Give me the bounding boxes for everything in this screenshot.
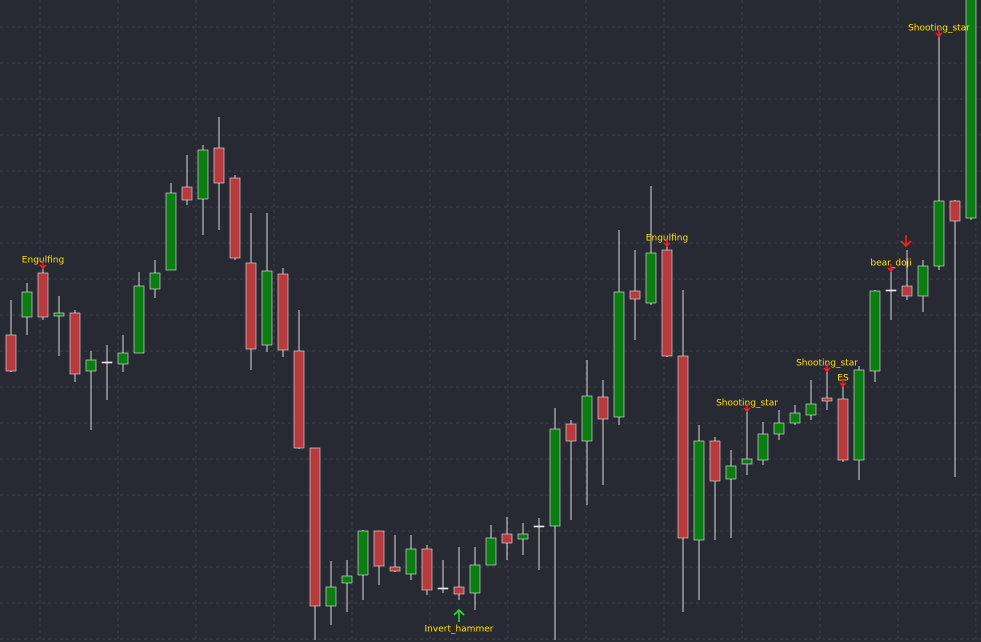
- candle-body: [325, 586, 337, 607]
- candle-body: [645, 252, 657, 304]
- candle-body: [677, 355, 689, 539]
- candle-body: [789, 412, 801, 424]
- pattern-arrow: [935, 29, 943, 37]
- candle-body: [229, 177, 241, 259]
- candle-body: [197, 149, 209, 200]
- candle-body: [757, 433, 769, 461]
- candle-body: [437, 587, 449, 590]
- candle-body: [709, 440, 721, 482]
- candle-body: [85, 359, 97, 372]
- candle-body: [965, 0, 977, 219]
- signal-arrow: [900, 235, 912, 248]
- pattern-arrow: [743, 404, 751, 412]
- candle-body: [613, 291, 625, 418]
- pattern-label: Engulfing: [22, 256, 64, 266]
- candle-body: [821, 397, 833, 402]
- candle-body: [261, 270, 273, 346]
- candle-body: [629, 290, 641, 300]
- pattern-label: Shooting_star: [908, 24, 970, 34]
- candle-body: [837, 398, 849, 461]
- pattern-label: Shooting_star: [716, 399, 778, 409]
- pattern-arrow: [839, 379, 847, 387]
- annotations: Engulfing Invert_hammer Engulfing Shooting_…: [22, 24, 970, 635]
- pattern-label: Invert_hammer: [425, 625, 494, 635]
- candle-body: [277, 273, 289, 351]
- candles: [5, 0, 977, 640]
- candle-body: [341, 575, 353, 584]
- candle-body: [805, 403, 817, 416]
- pattern-arrow: [823, 364, 831, 372]
- candle-body: [149, 272, 161, 290]
- candle-body: [549, 428, 561, 527]
- candle-body: [933, 200, 945, 267]
- candle-body: [69, 312, 81, 375]
- candle-body: [469, 564, 481, 594]
- pattern-arrow: [887, 264, 895, 272]
- candle-body: [581, 395, 593, 442]
- pattern-label: Shooting_star: [796, 359, 858, 369]
- candle-body: [869, 290, 881, 372]
- candle-body: [213, 147, 225, 184]
- candle-body: [165, 192, 177, 271]
- candle-body: [37, 272, 49, 318]
- candle-body: [661, 249, 673, 357]
- candle-body: [389, 566, 401, 572]
- pattern-arrow: [453, 608, 465, 622]
- pattern-arrow: [39, 261, 47, 269]
- candle-body: [501, 533, 513, 544]
- candle-body: [101, 361, 113, 364]
- candle-body: [309, 447, 321, 607]
- pattern-label: bear_doji: [870, 259, 911, 269]
- candle-body: [405, 548, 417, 575]
- candle-body: [21, 291, 33, 318]
- candle-body: [949, 200, 961, 222]
- candle-body: [421, 548, 433, 591]
- candle-body: [357, 530, 369, 576]
- candle-body: [741, 458, 753, 465]
- candle-body: [517, 533, 529, 540]
- candle-body: [293, 350, 305, 449]
- pattern-label: Engulfing: [646, 234, 688, 244]
- pattern-label: ES: [837, 374, 849, 384]
- candle-body: [373, 530, 385, 567]
- candle-body: [181, 186, 193, 201]
- candle-body: [533, 525, 545, 528]
- candle-body: [725, 465, 737, 480]
- candle-body: [901, 285, 913, 297]
- candle-body: [117, 352, 129, 365]
- candle-body: [917, 265, 929, 297]
- candle-body: [693, 440, 705, 541]
- candle-body: [853, 369, 865, 461]
- candle-body: [885, 289, 897, 292]
- candle-body: [133, 285, 145, 354]
- candle-body: [597, 396, 609, 420]
- candle-body: [53, 312, 65, 317]
- pattern-arrow: [663, 239, 671, 247]
- candle-body: [245, 262, 257, 350]
- candle-body: [5, 334, 17, 372]
- candle-body: [453, 586, 465, 595]
- candle-body: [485, 537, 497, 566]
- candle-body: [565, 423, 577, 442]
- candle-body: [773, 422, 785, 435]
